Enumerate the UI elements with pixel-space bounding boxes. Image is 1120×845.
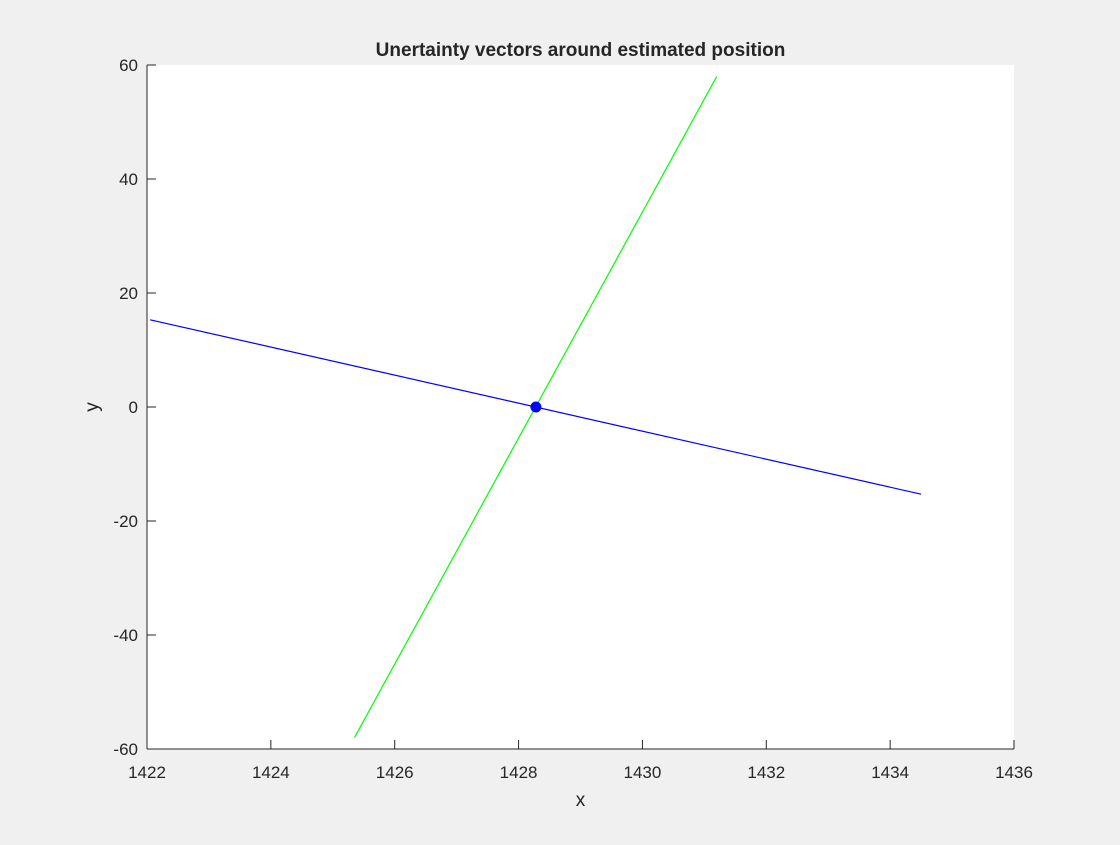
y-tick-label: 60 — [119, 56, 138, 75]
y-tick-label: -40 — [113, 626, 138, 645]
x-tick-label: 1424 — [252, 763, 290, 782]
plot-marks — [149, 76, 922, 738]
y-tick-label: 40 — [119, 170, 138, 189]
y-tick-label: -60 — [113, 740, 138, 759]
y-tick-label: 20 — [119, 284, 138, 303]
data-point — [530, 401, 542, 413]
x-tick-label: 1434 — [871, 763, 909, 782]
x-tick-label: 1428 — [500, 763, 538, 782]
x-axis-label: x — [576, 790, 586, 811]
axes: 1422 1424 1426 1428 1430 1432 1434 1436 -60 -40 -2… — [113, 56, 1032, 782]
y-tick-label: 0 — [129, 398, 138, 417]
y-axis-label: y — [82, 402, 103, 412]
axes-background — [147, 65, 1014, 749]
x-tick-label: 1436 — [995, 763, 1033, 782]
chart-title: Unertainty vectors around estimated posi… — [376, 40, 786, 61]
x-tick-label: 1432 — [747, 763, 785, 782]
x-tick-label: 1422 — [128, 763, 166, 782]
y-tick-label: -20 — [113, 512, 138, 531]
x-tick-label: 1430 — [624, 763, 662, 782]
x-tick-label: 1426 — [376, 763, 414, 782]
